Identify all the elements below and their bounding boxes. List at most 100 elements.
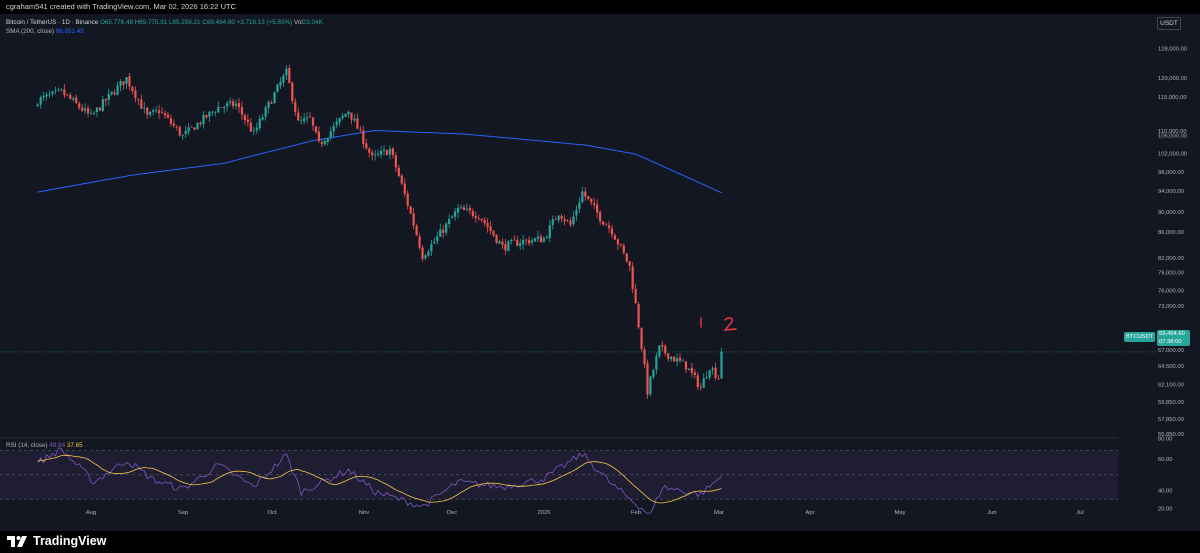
candle-body <box>516 240 519 246</box>
candle-body <box>57 89 60 91</box>
candle-body <box>365 143 368 149</box>
price-tick-label: 57,850.00 <box>1158 417 1184 423</box>
candle <box>160 107 164 114</box>
x-axis-label: Jun <box>987 510 996 516</box>
candle-body <box>81 107 84 111</box>
chart-pane[interactable]: 128,000.00 120,000.00 115,000.00 110,000.00… <box>0 14 1200 531</box>
candle-body <box>160 112 164 114</box>
candle-body <box>427 251 430 256</box>
candle-body <box>288 68 291 83</box>
candle <box>394 152 397 172</box>
candle <box>587 196 590 201</box>
candle <box>155 105 158 114</box>
candle <box>607 220 611 233</box>
candle-body <box>107 93 110 100</box>
candle <box>418 233 421 250</box>
candle-body <box>584 191 587 197</box>
candle <box>554 216 557 220</box>
candle <box>474 211 477 223</box>
candle <box>317 126 321 143</box>
tradingview-logo[interactable]: TradingView <box>6 534 106 548</box>
candle-body <box>208 111 211 117</box>
candle <box>335 117 338 129</box>
candle <box>696 372 699 391</box>
candle-body <box>699 386 702 388</box>
candle-body <box>282 75 285 83</box>
candle-body <box>75 97 78 103</box>
price-tick-label: 67,000.00 <box>1158 348 1184 354</box>
candle <box>507 240 510 252</box>
candle-body <box>604 224 608 226</box>
price-tick-label: 94,000.00 <box>1158 189 1184 195</box>
candle-body <box>655 356 658 370</box>
candle <box>495 234 498 245</box>
candle <box>113 89 116 96</box>
candle-body <box>36 104 39 107</box>
candle <box>427 249 430 258</box>
candle-body <box>193 127 196 130</box>
price-tick-label: 55,850.00 <box>1158 432 1184 438</box>
candle <box>226 100 229 112</box>
legend-open: O65,776.48 <box>100 19 133 26</box>
candle-body <box>714 367 717 378</box>
chart-svg[interactable]: 128,000.00 120,000.00 115,000.00 110,000.00… <box>0 14 1200 531</box>
candle-body <box>54 90 57 92</box>
currency-badge[interactable]: USDT <box>1157 17 1181 30</box>
candle <box>714 362 717 381</box>
candle <box>581 186 584 204</box>
candle <box>172 119 175 128</box>
candle <box>377 149 380 157</box>
candle-body <box>684 361 688 370</box>
rsi-tick-label: 40.00 <box>1158 489 1173 495</box>
candle-body <box>643 349 646 365</box>
candle <box>308 111 312 119</box>
candle-body <box>226 103 229 107</box>
candle <box>303 113 306 125</box>
candle-body <box>536 236 540 239</box>
candle-body <box>258 118 261 129</box>
candle-body <box>329 131 332 138</box>
candle-body <box>291 82 294 102</box>
candle-body <box>445 223 448 233</box>
candle-body <box>273 92 276 104</box>
rsi-ma-value: 37.65 <box>66 442 83 449</box>
candle-body <box>675 358 679 362</box>
candle-body <box>382 149 386 152</box>
candle <box>234 99 238 110</box>
candle <box>445 222 448 236</box>
candle <box>374 150 377 161</box>
candle-body <box>220 107 223 108</box>
candle-body <box>619 244 622 246</box>
candle <box>545 234 548 239</box>
candle <box>453 208 457 221</box>
candle <box>86 105 90 118</box>
candle <box>149 110 152 118</box>
candle-body <box>622 245 625 253</box>
candle <box>664 343 667 357</box>
candle <box>249 118 252 133</box>
candle <box>341 112 344 121</box>
candle <box>448 214 451 228</box>
candle <box>388 145 392 160</box>
candle <box>107 88 110 106</box>
price-tick-label: 98,000.00 <box>1158 170 1184 176</box>
candle-body <box>353 118 356 121</box>
footer-bar: TradingView <box>0 531 1200 553</box>
candle <box>128 72 131 91</box>
candle-body <box>338 117 341 123</box>
candle-body <box>501 241 504 245</box>
candle <box>575 205 578 221</box>
candle <box>169 114 173 127</box>
candle <box>166 111 170 119</box>
x-axis-label: Sep <box>178 510 188 516</box>
candle <box>601 221 605 227</box>
candle-body <box>673 356 676 362</box>
candle-body <box>560 216 563 219</box>
candle-body <box>66 94 69 96</box>
candle <box>522 234 525 250</box>
candle-body <box>184 130 187 135</box>
candle <box>193 127 196 131</box>
candle <box>246 114 249 127</box>
symbol-tag: BTCUSDT <box>1124 332 1156 342</box>
legend-change: +3,718.13 (+5.65%) <box>236 19 293 26</box>
